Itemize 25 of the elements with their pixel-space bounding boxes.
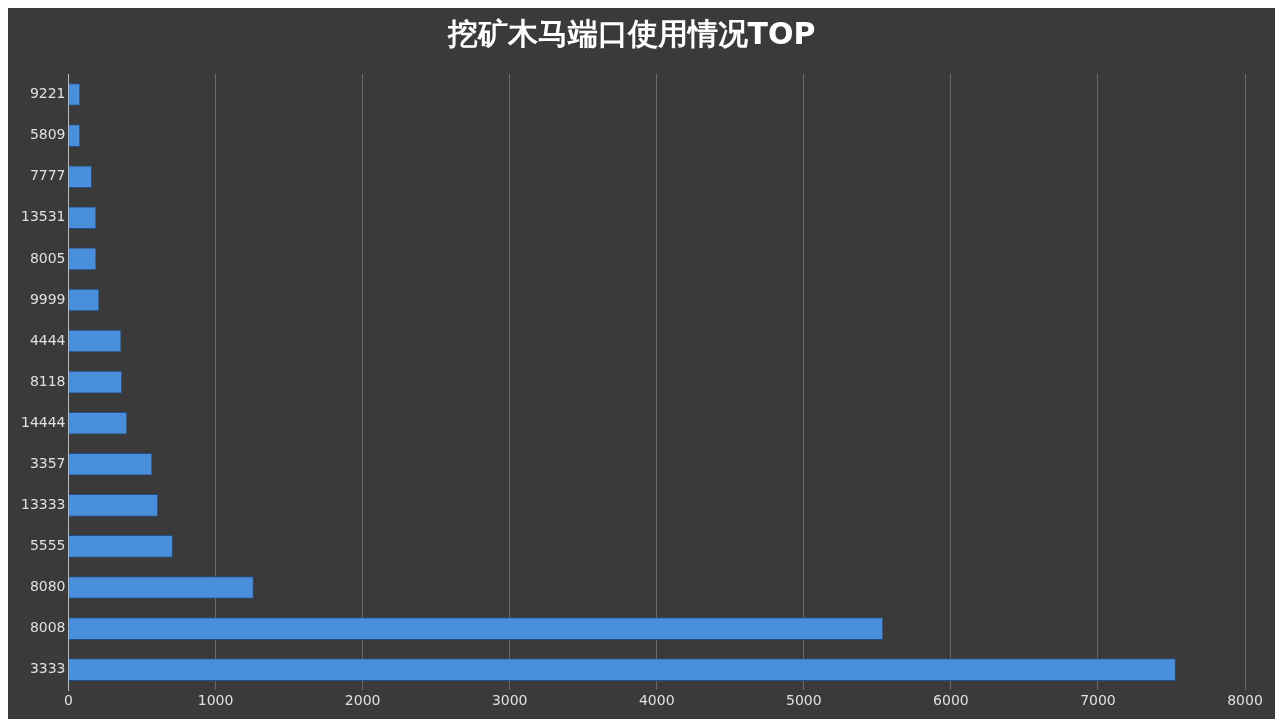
y-tick-label: 5809 xyxy=(29,126,66,143)
y-tick-label: 8005 xyxy=(29,249,66,266)
x-tick-label: 0 xyxy=(64,692,73,709)
y-tick-label: 7777 xyxy=(29,167,66,184)
y-tick-label: 13531 xyxy=(20,208,66,225)
x-tick-label: 5000 xyxy=(786,692,822,709)
x-tick-label: 1000 xyxy=(197,692,234,709)
y-tick-label: 8080 xyxy=(29,578,66,595)
y-tick-label: 13333 xyxy=(20,495,66,512)
y-tick-label: 8008 xyxy=(29,619,66,636)
x-tick-label: 7000 xyxy=(1080,692,1116,709)
x-tick-label: 3000 xyxy=(491,692,528,709)
chart-title: 挖矿木马端口使用情况TOP xyxy=(446,15,816,51)
y-tick-label: 9999 xyxy=(29,290,66,307)
y-tick-label: 5555 xyxy=(29,537,66,554)
y-tick-label: 9221 xyxy=(29,85,66,102)
x-tick-label: 6000 xyxy=(933,692,969,709)
y-tick-label: 14444 xyxy=(20,413,66,430)
y-tick-label: 4444 xyxy=(29,331,66,348)
y-tick-label: 3357 xyxy=(29,454,66,471)
y-tick-label: 8118 xyxy=(29,372,66,389)
x-tick-label: 2000 xyxy=(344,692,381,709)
x-tick-label: 4000 xyxy=(638,692,675,709)
x-tick-label: 8000 xyxy=(1227,692,1263,709)
y-tick-label: 3333 xyxy=(29,660,66,677)
